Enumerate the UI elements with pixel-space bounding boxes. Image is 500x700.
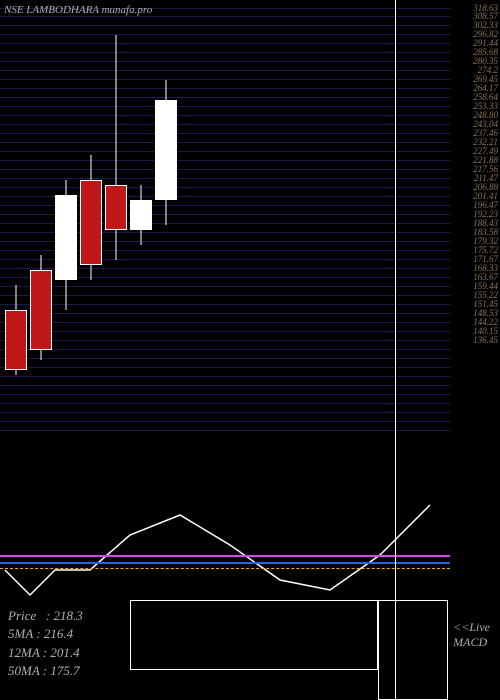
chart-title: NSE LAMBODHARA munafa.pro <box>4 4 152 16</box>
chart-container: NSE LAMBODHARA munafa.pro 318.63308.5730… <box>0 0 500 700</box>
info-50ma-label: 50MA <box>8 663 40 678</box>
info-price-value: 218.3 <box>54 608 83 623</box>
macd-live-label: <<Live <box>453 620 490 634</box>
y-axis-labels: 318.63308.57302.33296.82291.44285.68280.… <box>450 0 498 480</box>
info-box: Price : 218.3 5MA : 216.4 12MA : 201.4 5… <box>8 607 83 680</box>
macd-box-1 <box>130 600 378 670</box>
info-50ma: 50MA : 175.7 <box>8 662 83 680</box>
info-price: Price : 218.3 <box>8 607 83 625</box>
price-chart-panel: NSE LAMBODHARA munafa.pro 318.63308.5730… <box>0 0 500 480</box>
crosshair-vertical <box>395 0 396 700</box>
info-50ma-value: 175.7 <box>50 663 79 678</box>
info-12ma-label: 12MA <box>8 645 40 660</box>
macd-box-2 <box>378 600 448 700</box>
macd-label: <<Live MACD <box>453 620 490 650</box>
info-12ma: 12MA : 201.4 <box>8 644 83 662</box>
info-5ma-label: 5MA <box>8 626 33 641</box>
info-5ma-value: 216.4 <box>44 626 73 641</box>
candlestick-series <box>0 0 450 480</box>
info-12ma-value: 201.4 <box>50 645 79 660</box>
macd-text-label: MACD <box>453 635 487 649</box>
info-5ma: 5MA : 216.4 <box>8 625 83 643</box>
info-price-label: Price <box>8 608 36 623</box>
